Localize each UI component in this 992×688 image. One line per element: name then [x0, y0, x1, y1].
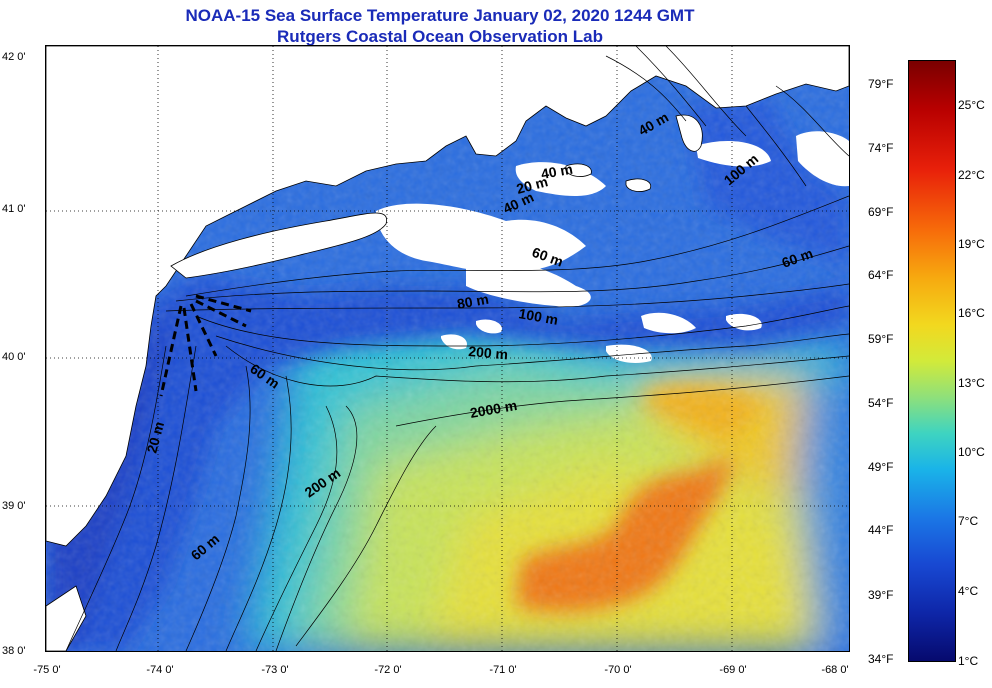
lat-label: 39 0' [2, 500, 26, 512]
colorbar-f-label: 74°F [868, 141, 894, 155]
sst-map-canvas: 40 m 40 m 20 m 40 m 60 m 100 m 60 m 80 m… [46, 46, 849, 651]
colorbar-f-label: 64°F [868, 268, 894, 282]
colorbar-f-label: 34°F [868, 652, 894, 666]
colorbar-c-label: 10°C [958, 445, 985, 459]
bathymetry-contours [65, 46, 849, 651]
contour-label: 20 m [143, 420, 167, 455]
colorbar-c-label: 22°C [958, 168, 985, 182]
colorbar-c-label: 4°C [958, 584, 979, 598]
colorbar-f-label: 44°F [868, 523, 894, 537]
colorbar-c-label: 16°C [958, 306, 985, 320]
lon-label: -69 0' [719, 664, 747, 676]
colorbar-f-label: 39°F [868, 588, 894, 602]
map-title: NOAA-15 Sea Surface Temperature January … [185, 6, 695, 25]
colorbar-c-label: 13°C [958, 376, 985, 390]
cloud-mask [376, 131, 849, 363]
lat-label: 38 0' [2, 645, 26, 657]
lat-label: 42 0' [2, 51, 26, 63]
lon-label: -75 0' [33, 664, 61, 676]
colorbar-f-label: 69°F [868, 205, 894, 219]
lat-label: 40 0' [2, 351, 26, 363]
map-subtitle: Rutgers Coastal Ocean Observation Lab [277, 27, 603, 46]
lon-label: -71 0' [489, 664, 517, 676]
contour-label: 40 m [540, 161, 574, 182]
graticule [46, 46, 849, 651]
shipping-lanes [159, 294, 252, 397]
contour-label: 100 m [517, 305, 559, 328]
lon-label: -72 0' [374, 664, 402, 676]
lat-label: 41 0' [2, 203, 26, 215]
sst-map: 40 m 40 m 20 m 40 m 60 m 100 m 60 m 80 m… [45, 45, 850, 652]
colorbar-f-label: 49°F [868, 460, 894, 474]
contour-label: 80 m [456, 291, 490, 312]
lon-label: -70 0' [604, 664, 632, 676]
lon-label: -74 0' [146, 664, 174, 676]
contour-label: 200 m [468, 343, 509, 362]
colorbar-c-label: 7°C [958, 514, 979, 528]
colorbar-f-label: 54°F [868, 396, 894, 410]
lon-label: -73 0' [261, 664, 289, 676]
colorbar-c-label: 19°C [958, 237, 985, 251]
colorbar-c-label: 25°C [958, 98, 985, 112]
lon-label: -68 0' [821, 664, 849, 676]
contour-label: 20 m [515, 173, 550, 197]
colorbar-f-label: 79°F [868, 77, 894, 91]
colorbar-c-label: 1°C [958, 654, 979, 668]
temperature-colorbar [908, 60, 956, 662]
colorbar-f-label: 59°F [868, 332, 894, 346]
land [46, 46, 849, 651]
contour-label-group: 40 m 40 m 20 m 40 m 60 m 100 m 60 m 80 m… [143, 109, 815, 564]
